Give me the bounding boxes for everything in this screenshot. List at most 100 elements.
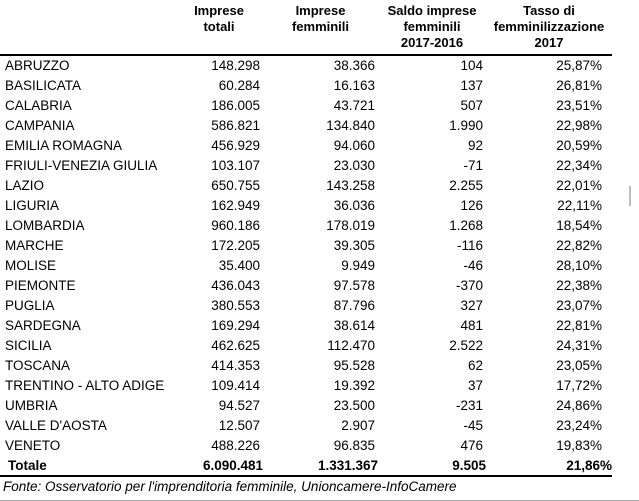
table-row: VENETO 488.226 96.835 476 19,83% bbox=[0, 436, 612, 456]
tasso-value: 24,86% bbox=[556, 398, 602, 413]
region-name: EMILIA ROMAGNA bbox=[5, 138, 123, 153]
imprese-femminili-value: 97.578 bbox=[333, 278, 375, 293]
imprese-femminili-value: 23.030 bbox=[333, 158, 375, 173]
imprese-totali-value: 172.205 bbox=[211, 238, 260, 253]
imprese-totali-value: 462.625 bbox=[211, 338, 260, 353]
saldo-value: 476 bbox=[460, 438, 483, 453]
column-header-imprese-femminili: Imprese femminili bbox=[263, 0, 378, 56]
tasso-value: 26,81% bbox=[556, 78, 602, 93]
saldo-value: 137 bbox=[460, 78, 483, 93]
table-row: MARCHE 172.205 39.305 -116 22,82% bbox=[0, 236, 612, 256]
table-row: EMILIA ROMAGNA 456.929 94.060 92 20,59% bbox=[0, 136, 612, 156]
table-footer-total: Totale 6.090.481 1.331.367 9.505 21,86% bbox=[0, 456, 612, 477]
region-name: SICILIA bbox=[5, 338, 52, 353]
saldo-value: 104 bbox=[460, 58, 483, 73]
imprese-femminili-value: 96.835 bbox=[333, 438, 375, 453]
imprese-totali-value: 12.507 bbox=[218, 418, 260, 433]
region-name: CAMPANIA bbox=[5, 118, 75, 133]
imprese-totali-value: 148.298 bbox=[211, 58, 260, 73]
imprese-totali-value: 162.949 bbox=[211, 198, 260, 213]
tasso-value: 28,10% bbox=[556, 258, 602, 273]
saldo-value: 507 bbox=[460, 98, 483, 113]
imprese-totali-value: 60.284 bbox=[218, 78, 260, 93]
imprese-totali-value: 103.107 bbox=[211, 158, 260, 173]
saldo-value: -231 bbox=[455, 398, 483, 413]
region-name: BASILICATA bbox=[5, 78, 82, 93]
imprese-femminili-value: 87.796 bbox=[333, 298, 375, 313]
total-row: Totale 6.090.481 1.331.367 9.505 21,86% bbox=[0, 456, 612, 477]
tasso-value: 23,51% bbox=[556, 98, 602, 113]
table-row: ABRUZZO 148.298 38.366 104 25,87% bbox=[0, 55, 612, 76]
saldo-value: 481 bbox=[460, 318, 483, 333]
region-name: LOMBARDIA bbox=[5, 218, 85, 233]
imprese-femminili-value: 94.060 bbox=[333, 138, 375, 153]
total-label: Totale bbox=[0, 456, 175, 477]
imprese-femminili-value: 38.366 bbox=[333, 58, 375, 73]
imprese-totali-value: 960.186 bbox=[211, 218, 260, 233]
tasso-value: 20,59% bbox=[556, 138, 602, 153]
scrollbar-thumb[interactable] bbox=[629, 186, 631, 206]
imprese-totali-value: 169.294 bbox=[211, 318, 260, 333]
imprese-totali-value: 488.226 bbox=[211, 438, 260, 453]
region-name: MOLISE bbox=[5, 258, 57, 273]
region-name: CALABRIA bbox=[5, 98, 72, 113]
table-row: LIGURIA 162.949 36.036 126 22,11% bbox=[0, 196, 612, 216]
region-name: LAZIO bbox=[5, 178, 45, 193]
imprese-totali-value: 414.353 bbox=[211, 358, 260, 373]
table-row: LAZIO 650.755 143.258 2.255 22,01% bbox=[0, 176, 612, 196]
imprese-femminili-value: 36.036 bbox=[333, 198, 375, 213]
tasso-value: 17,72% bbox=[556, 378, 602, 393]
header-row: Imprese totali Imprese femminili Saldo i… bbox=[0, 0, 612, 56]
regional-women-enterprises-table: Imprese totali Imprese femminili Saldo i… bbox=[0, 0, 612, 477]
region-name: TRENTINO - ALTO ADIGE bbox=[5, 378, 165, 393]
tasso-value: 22,34% bbox=[556, 158, 602, 173]
region-name: TOSCANA bbox=[5, 358, 71, 373]
imprese-totali-value: 586.821 bbox=[211, 118, 260, 133]
table-body: ABRUZZO 148.298 38.366 104 25,87% BASILICATA 6… bbox=[0, 55, 612, 456]
region-name: PUGLIA bbox=[5, 298, 55, 313]
total-saldo: 9.505 bbox=[378, 456, 486, 477]
imprese-totali-value: 94.527 bbox=[218, 398, 260, 413]
table-row: LOMBARDIA 960.186 178.019 1.268 18,54% bbox=[0, 216, 612, 236]
imprese-totali-value: 109.414 bbox=[211, 378, 260, 393]
imprese-femminili-value: 134.840 bbox=[326, 118, 375, 133]
saldo-value: 2.255 bbox=[449, 178, 483, 193]
table-row: TRENTINO - ALTO ADIGE 109.414 19.392 37 17,7… bbox=[0, 376, 612, 396]
region-name: FRIULI-VENEZIA GIULIA bbox=[5, 158, 158, 173]
total-imprese-totali: 6.090.481 bbox=[175, 456, 263, 477]
saldo-value: -370 bbox=[455, 278, 483, 293]
imprese-totali-value: 186.005 bbox=[211, 98, 260, 113]
table-header: Imprese totali Imprese femminili Saldo i… bbox=[0, 0, 612, 56]
tasso-value: 24,31% bbox=[556, 338, 602, 353]
imprese-femminili-value: 112.470 bbox=[327, 338, 375, 353]
column-header-tasso-femminilizzazione: Tasso di femminilizzazione 2017 bbox=[486, 0, 612, 56]
region-name: PIEMONTE bbox=[5, 278, 76, 293]
region-name: ABRUZZO bbox=[5, 58, 70, 73]
column-header-saldo-imprese-femminili: Saldo imprese femminili 2017-2016 bbox=[378, 0, 486, 56]
region-name: VENETO bbox=[5, 438, 61, 453]
imprese-femminili-value: 178.019 bbox=[326, 218, 375, 233]
imprese-totali-value: 456.929 bbox=[211, 138, 260, 153]
imprese-femminili-value: 19.392 bbox=[333, 378, 375, 393]
region-name: LIGURIA bbox=[5, 198, 60, 213]
saldo-value: 62 bbox=[467, 358, 483, 373]
table-row: BASILICATA 60.284 16.163 137 26,81% bbox=[0, 76, 612, 96]
imprese-totali-value: 380.553 bbox=[211, 298, 260, 313]
saldo-value: 1.268 bbox=[449, 218, 483, 233]
saldo-value: 37 bbox=[467, 378, 483, 393]
saldo-value: -45 bbox=[463, 418, 483, 433]
table-row: CAMPANIA 586.821 134.840 1.990 22,98% bbox=[0, 116, 612, 136]
imprese-femminili-value: 43.721 bbox=[333, 98, 375, 113]
imprese-femminili-value: 2.907 bbox=[341, 418, 375, 433]
tasso-value: 25,87% bbox=[556, 58, 602, 73]
table-row: UMBRIA 94.527 23.500 -231 24,86% bbox=[0, 396, 612, 416]
total-tasso: 21,86% bbox=[486, 456, 612, 477]
imprese-totali-value: 436.043 bbox=[211, 278, 260, 293]
saldo-value: 92 bbox=[467, 138, 483, 153]
saldo-value: 1.990 bbox=[449, 118, 483, 133]
column-header-region bbox=[0, 0, 175, 56]
saldo-value: -46 bbox=[463, 258, 483, 273]
tasso-value: 22,81% bbox=[556, 318, 602, 333]
table-row: FRIULI-VENEZIA GIULIA 103.107 23.030 -71 22,… bbox=[0, 156, 612, 176]
table-row: MOLISE 35.400 9.949 -46 28,10% bbox=[0, 256, 612, 276]
